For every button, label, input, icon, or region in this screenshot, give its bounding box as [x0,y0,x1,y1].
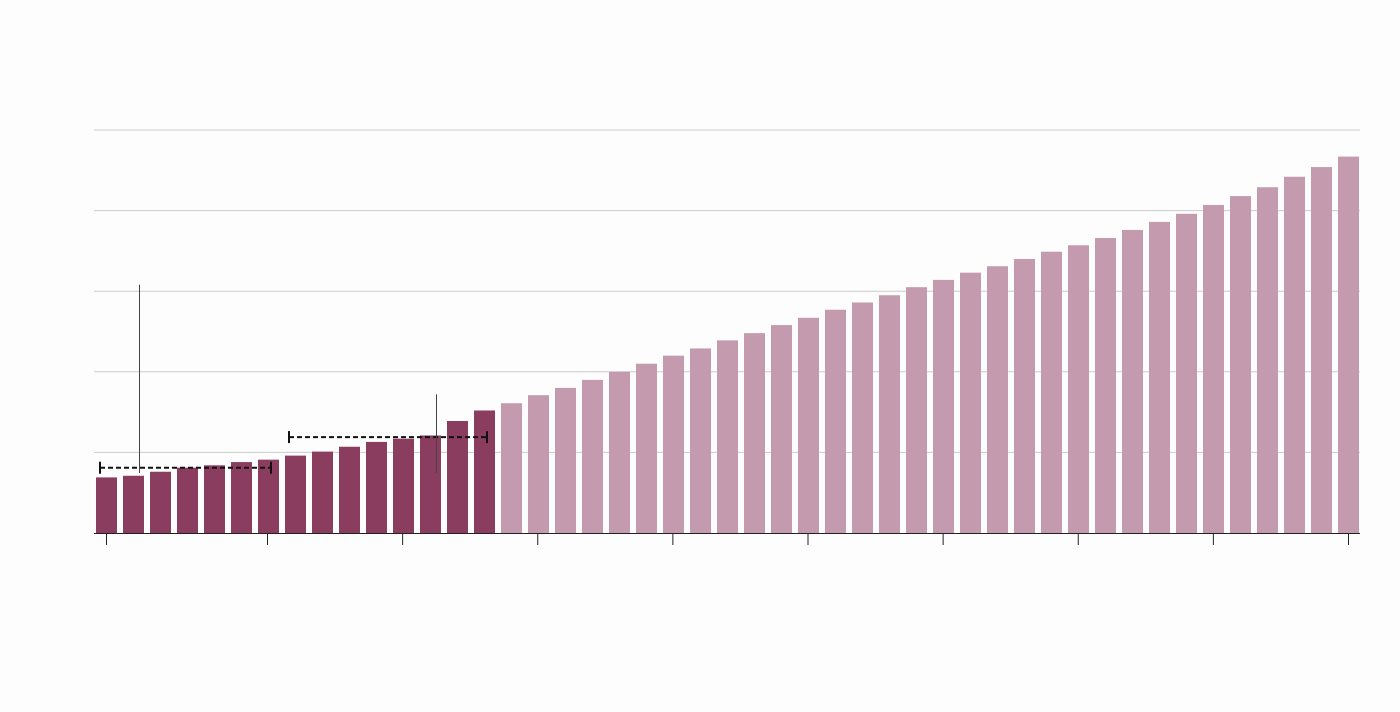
projected-bar [987,266,1008,533]
historical-bar [420,435,441,533]
bars [96,156,1359,534]
projected-bar [501,403,522,533]
projected-bar [852,302,873,533]
projected-bar [771,325,792,533]
projected-bar [1041,251,1062,533]
projected-bar [960,272,981,533]
historical-bar [258,459,279,533]
historical-bar [285,455,306,533]
projected-bar [1068,245,1089,533]
projected-bar [1203,204,1224,533]
historical-bar [312,451,333,533]
projected-bar [1014,258,1035,533]
projected-bar [1257,187,1278,533]
annotations [99,284,488,474]
historical-bar [123,475,144,533]
historical-bar [150,471,171,533]
projected-bar [1095,238,1116,533]
projected-bar [663,355,684,533]
historical-bar [96,477,117,533]
historical-bar [339,446,360,533]
projected-bar [744,333,765,533]
projected-bar [798,317,819,533]
projected-bar [690,348,711,533]
historical-bar [366,441,387,533]
projected-bar [717,340,738,533]
projected-bar [1311,167,1332,534]
projected-bar [528,395,549,533]
historical-bar [231,462,252,533]
projected-bar [609,371,630,533]
projected-bar [1338,156,1359,533]
historical-bar [474,410,495,533]
historical-bar [447,420,468,533]
projected-bar [933,279,954,533]
projected-bar [879,295,900,533]
historical-bar [177,467,198,533]
projected-bar [825,309,846,533]
projected-bar [1230,196,1251,534]
historical-bar [204,465,225,533]
projected-bar [636,363,657,533]
projected-bar [1284,176,1305,534]
projected-bar [1149,221,1170,533]
projected-bar [555,387,576,533]
historical-bar [393,438,414,533]
projected-bar [582,379,603,533]
x-axis [94,533,1360,545]
projected-bar [1122,229,1143,533]
projected-bar [1176,213,1197,533]
projected-bar [906,287,927,533]
